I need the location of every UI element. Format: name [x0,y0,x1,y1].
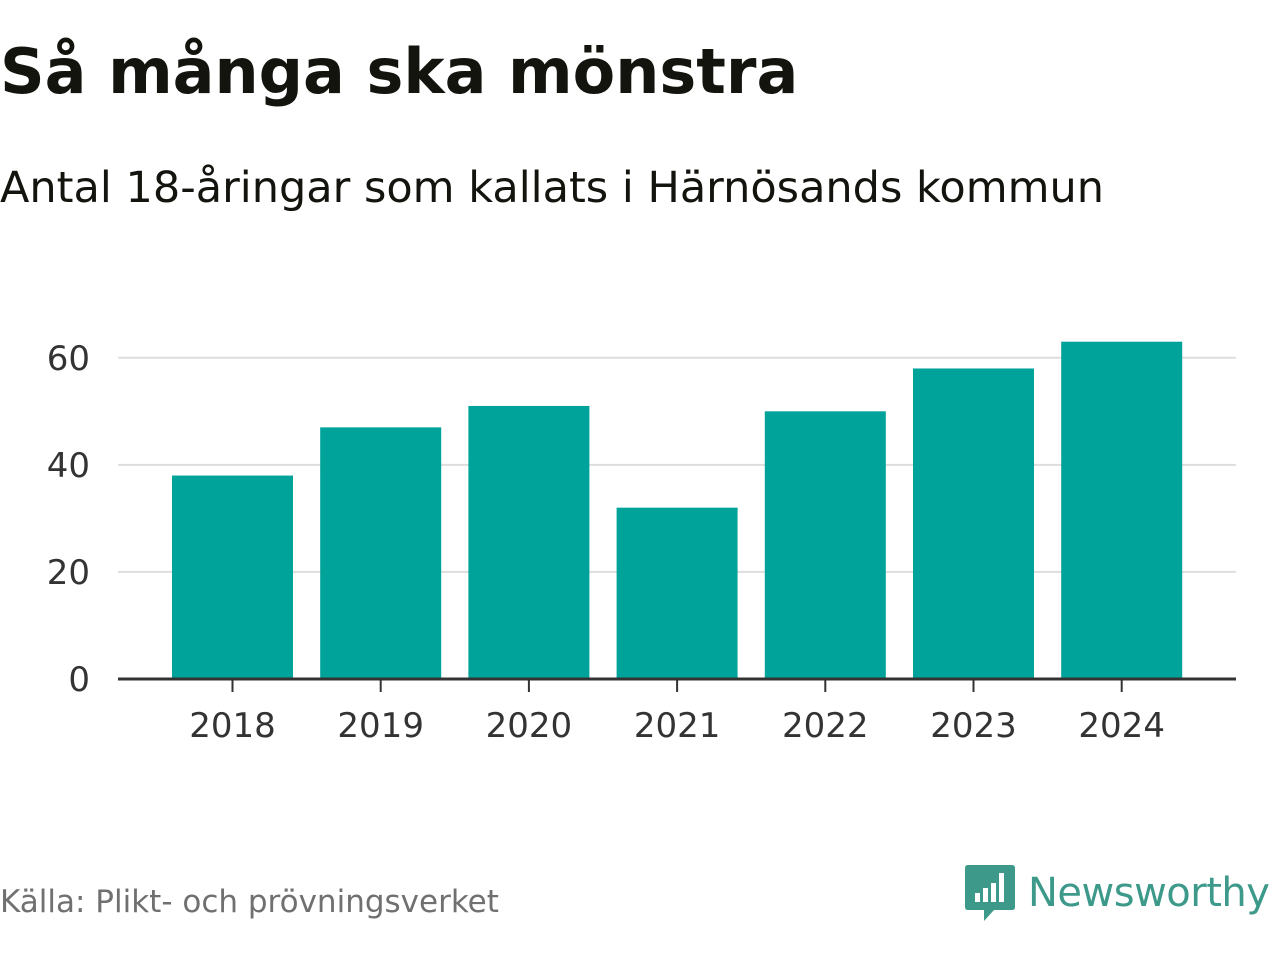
x-tick-label: 2018 [189,706,276,746]
bar-2019 [320,427,442,679]
source-note: Källa: Plikt- och prövningsverket [0,884,499,920]
bar-2018 [172,475,293,679]
bar-2022 [764,411,886,679]
newsworthy-logo-icon [965,865,1015,921]
bars [172,341,1183,679]
x-tick-label: 2023 [930,706,1017,746]
y-tick-label: 40 [47,446,90,486]
bar-2021 [616,507,738,679]
x-tick-label: 2022 [782,706,869,746]
chart-subtitle: Antal 18-åringar som kallats i Härnösand… [0,163,1104,213]
y-tick-label: 60 [47,339,90,379]
bar-2024 [1061,341,1183,679]
y-tick-label: 20 [47,553,90,593]
x-tick-label: 2019 [337,706,424,746]
brand-logo: Newsworthy [964,862,1270,924]
bar-2023 [913,368,1034,679]
chart-title: Så många ska mönstra [0,35,799,108]
y-tick-label: 0 [68,660,90,700]
x-tick-label: 2020 [486,706,573,746]
x-tick-label: 2021 [634,706,721,746]
brand-name: Newsworthy [1028,870,1270,916]
bar-2020 [468,405,590,679]
x-axis-ticks: 2018 2019 2020 2021 2022 2023 2024 [189,679,1165,746]
y-axis-ticks: 0 20 40 60 [47,339,90,700]
x-tick-label: 2024 [1078,706,1165,746]
